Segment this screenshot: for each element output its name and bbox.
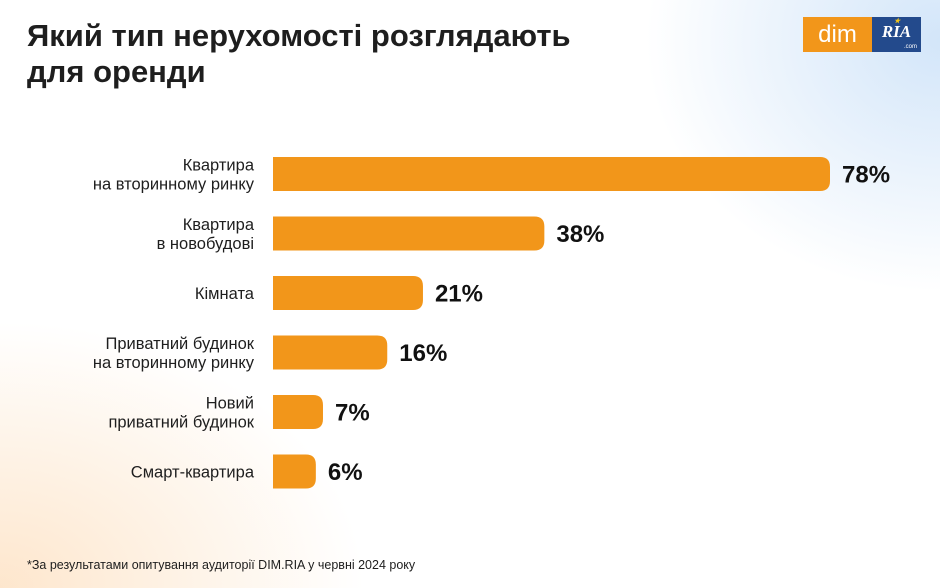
value-label-6: 6% <box>328 459 363 486</box>
chart-title: Який тип нерухомості розглядають для оре… <box>27 18 667 90</box>
category-label-4: Приватний будинок на вторинному ринку <box>93 335 255 372</box>
category-label-1: Квартира на вторинному ринку <box>93 157 255 194</box>
logo-ria-text: RIA <box>881 22 912 41</box>
logo-ria-suffix: .com <box>903 44 917 50</box>
category-label-line: Квартира <box>183 157 255 175</box>
category-label-line: в новобудові <box>157 235 254 253</box>
category-label-6: Смарт-квартира <box>131 464 255 482</box>
bar-5 <box>273 395 323 429</box>
value-label-4: 16% <box>399 340 447 367</box>
category-label-line: приватний будинок <box>108 414 254 432</box>
logo-dim: dim <box>803 17 872 52</box>
bar-6 <box>273 454 316 489</box>
bar-2 <box>273 216 545 251</box>
category-label-line: Кімната <box>195 285 255 303</box>
category-label-3: Кімната <box>195 285 255 303</box>
value-label-5: 7% <box>335 400 370 427</box>
category-label-line: Приватний будинок <box>106 335 255 353</box>
category-label-line: Смарт-квартира <box>131 464 255 482</box>
category-label-line: Новий <box>206 395 254 413</box>
bar-1 <box>273 157 830 191</box>
category-label-line: на вторинному ринку <box>93 354 255 372</box>
chart-title-line-2: для оренди <box>27 54 206 89</box>
value-label-2: 38% <box>556 221 604 248</box>
logo-star-icon: ★ <box>894 17 901 25</box>
logo-ria: ★ RIA .com <box>872 17 921 52</box>
dimria-logo: dim ★ RIA .com <box>803 17 921 52</box>
category-label-line: на вторинному ринку <box>93 176 255 194</box>
bar-3 <box>273 276 423 310</box>
category-label-line: Квартира <box>183 216 255 234</box>
value-label-1: 78% <box>842 162 890 189</box>
category-label-5: Новий приватний будинок <box>108 395 254 432</box>
chart-title-line-1: Який тип нерухомості розглядають <box>27 18 571 53</box>
value-label-3: 21% <box>435 281 483 308</box>
footnote: *За результатами опитування аудиторії DI… <box>27 558 416 572</box>
bar-4 <box>273 335 388 370</box>
category-label-2: Квартира в новобудові <box>157 216 255 253</box>
